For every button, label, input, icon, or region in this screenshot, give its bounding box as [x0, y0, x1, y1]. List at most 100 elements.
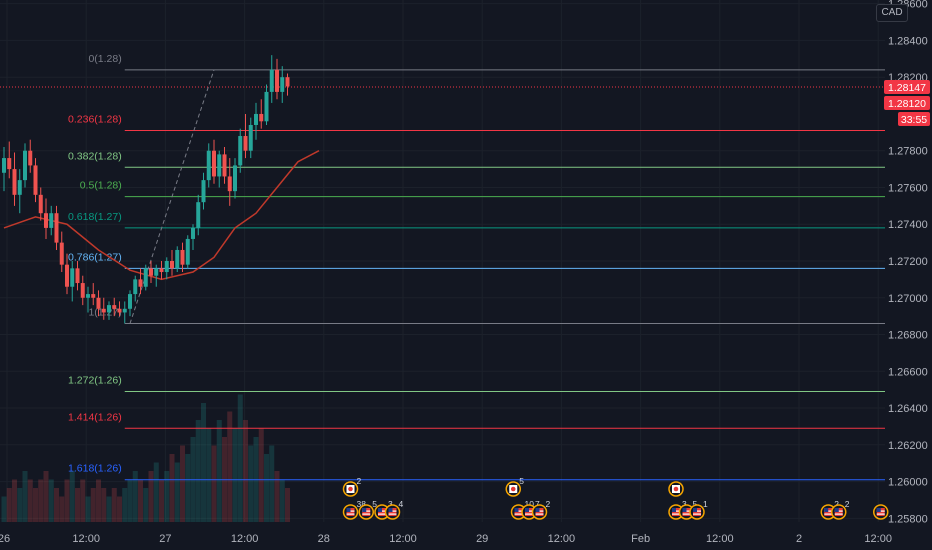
flag-us-canton — [824, 508, 829, 512]
flag-ca-icon[interactable] — [668, 481, 684, 497]
flag-us-canton — [682, 508, 687, 512]
candle-body[interactable] — [23, 150, 27, 181]
volume-bar — [22, 471, 28, 522]
candle-body[interactable] — [49, 213, 54, 228]
candle-body[interactable] — [86, 294, 90, 298]
flag-us-icon[interactable] — [873, 504, 889, 520]
flag-us-icon[interactable]: 2 — [820, 499, 839, 520]
candle-body[interactable] — [59, 242, 64, 265]
volume-bar — [264, 454, 269, 522]
candle-body[interactable] — [280, 77, 285, 92]
price-tick-label: 1.25800 — [888, 513, 928, 525]
candle-body[interactable] — [170, 261, 174, 269]
candle-body[interactable] — [233, 165, 237, 192]
candle-body[interactable] — [264, 91, 269, 122]
candle-body[interactable] — [243, 136, 248, 151]
flag-us-icon[interactable]: 2 — [531, 499, 551, 520]
candle-body[interactable] — [107, 305, 111, 313]
time-tick-label: 12:00 — [72, 533, 100, 545]
candle-body[interactable] — [96, 297, 101, 309]
fibonacci-retracement[interactable]: 0(1.28) 0.236(1.28) 0.382(1.28) 0.5(1.28) 0.… — [68, 53, 885, 481]
candle-body[interactable] — [222, 154, 227, 177]
candle-body[interactable] — [112, 305, 117, 309]
price-axis[interactable]: 1.286001.284001.282001.278001.276001.274… — [888, 0, 928, 525]
volume-bar — [148, 471, 154, 522]
flag-us-canton — [388, 508, 393, 512]
flag-ca-icon[interactable]: 5 — [505, 476, 524, 497]
candle-body[interactable] — [254, 113, 258, 125]
candle-body[interactable] — [191, 227, 195, 239]
candle-body[interactable] — [159, 268, 164, 273]
candle-body[interactable] — [38, 194, 43, 214]
candle-body[interactable] — [138, 279, 143, 287]
fib-level-label: 1.414(1.26) — [68, 411, 122, 423]
candle-body[interactable] — [227, 176, 232, 192]
candle-body[interactable] — [154, 268, 159, 276]
flag-us-stripe — [378, 513, 386, 515]
candle-body[interactable] — [185, 238, 190, 265]
candle-body[interactable] — [149, 268, 153, 276]
candle-body[interactable] — [80, 283, 85, 298]
candle-body[interactable] — [201, 180, 206, 203]
candle-body[interactable] — [70, 268, 75, 287]
candle-body[interactable] — [175, 249, 180, 269]
volume-bars — [1, 394, 290, 522]
flag-us-icon[interactable]: 1 — [689, 499, 708, 520]
volume-bar — [12, 479, 17, 522]
event-count: 7 — [535, 499, 540, 509]
candle-body[interactable] — [17, 180, 22, 195]
price-tick-label: 1.26600 — [888, 366, 928, 378]
candle-body[interactable] — [122, 308, 127, 313]
candle-body[interactable] — [206, 150, 211, 181]
candles[interactable] — [2, 55, 290, 324]
candle-body[interactable] — [44, 213, 48, 228]
candle-body[interactable] — [7, 158, 12, 170]
time-tick-label: Feb — [631, 533, 650, 545]
candle-body[interactable] — [217, 154, 222, 177]
flag-us-icon[interactable]: 7 — [521, 499, 540, 520]
volume-bar — [269, 445, 275, 522]
candle-body[interactable] — [212, 150, 216, 177]
candle-body[interactable] — [128, 294, 132, 309]
candle-body[interactable] — [117, 308, 122, 313]
flag-us-icon[interactable]: 4 — [384, 499, 404, 520]
candle-body[interactable] — [285, 77, 290, 87]
flag-us-icon[interactable]: 2 — [831, 499, 850, 520]
candle-body[interactable] — [238, 136, 243, 166]
candle-body[interactable] — [180, 249, 185, 265]
candle-body[interactable] — [65, 264, 69, 287]
flag-us-icon[interactable]: 38 — [342, 499, 367, 520]
candle-body[interactable] — [259, 113, 264, 122]
volume-bar — [1, 496, 7, 522]
volume-bar — [206, 428, 212, 522]
candle-body[interactable] — [143, 268, 148, 287]
time-axis[interactable]: 26 12:00 27 12:00 28 12:00 29 12:00 Feb 12:00 2 12:… — [0, 533, 892, 545]
flag-us-canton — [672, 508, 676, 512]
volume-bar — [227, 411, 233, 522]
candle-body[interactable] — [33, 165, 38, 195]
flag-us-stripe — [535, 513, 544, 515]
candle-body[interactable] — [91, 294, 96, 298]
event-count: 1 — [703, 499, 708, 509]
candle-body[interactable] — [196, 202, 201, 228]
volume-bar — [101, 488, 107, 522]
candle-body[interactable] — [275, 69, 279, 92]
currency-label[interactable]: CAD — [876, 4, 908, 22]
flag-ca-icon[interactable]: 2 — [342, 476, 362, 497]
candle-body[interactable] — [101, 308, 106, 313]
candle-body[interactable] — [54, 213, 59, 243]
candle-body[interactable] — [12, 169, 17, 195]
candle-body[interactable] — [269, 69, 274, 92]
flag-us-icon[interactable]: 5 — [358, 499, 377, 520]
volume-bar — [169, 454, 175, 522]
candle-body[interactable] — [75, 268, 80, 284]
candle-body[interactable] — [133, 279, 138, 295]
candle-body[interactable] — [248, 124, 253, 151]
candle-body[interactable] — [164, 261, 169, 273]
candle-body[interactable] — [2, 158, 6, 173]
candle-body[interactable] — [28, 150, 33, 166]
fib-level-label: 0.236(1.28) — [68, 114, 122, 126]
